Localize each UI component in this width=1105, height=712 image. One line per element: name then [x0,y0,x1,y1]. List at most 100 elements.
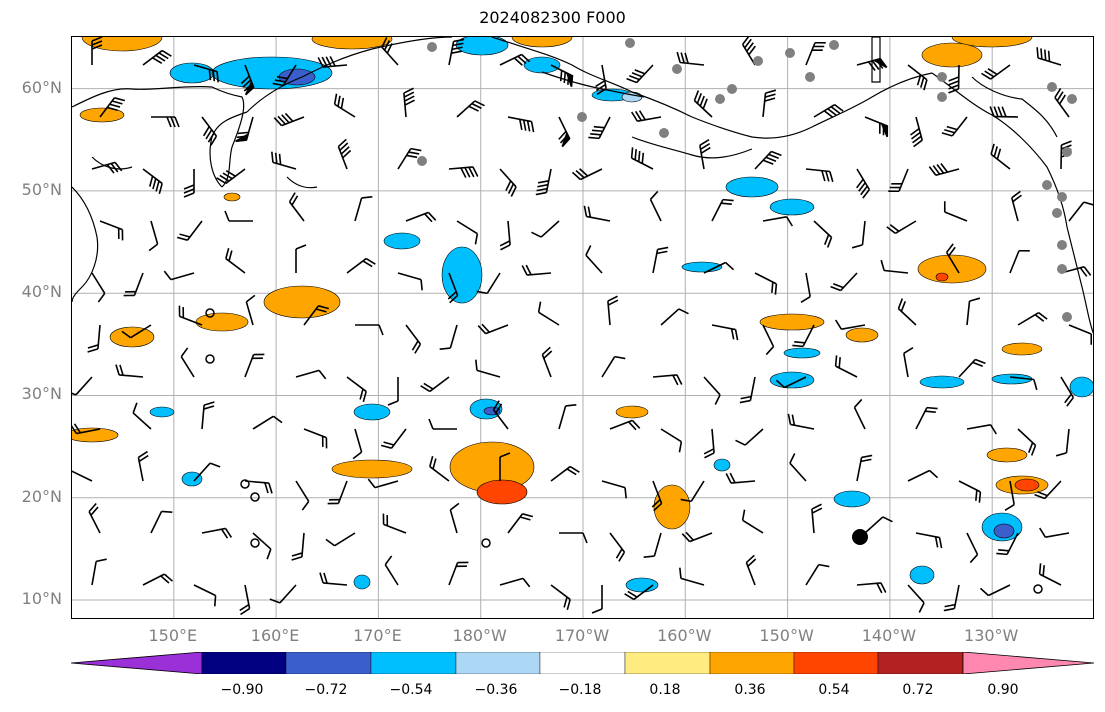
wind-barb [449,502,460,534]
colorbar-tick-label: 0.36 [734,682,766,698]
contour-area [919,375,965,389]
station-dot [417,156,427,166]
contour-area [476,479,528,505]
station-dot [427,42,437,52]
wind-barb [897,298,917,326]
coastline [286,176,318,189]
wind-barb [216,168,246,185]
contour-area [511,37,573,48]
wind-barb [739,376,756,404]
wind-barb [888,168,909,193]
wind-barb [643,532,662,558]
wind-barb [521,264,552,276]
wind-barb [1011,190,1022,222]
contour-area [331,459,413,479]
wind-barb [476,272,501,295]
wind-barb [499,452,511,481]
calm-circle [1033,584,1043,594]
wind-barb [699,139,711,170]
contour-area [769,198,815,216]
station-dot [577,112,587,122]
wind-barb [1068,324,1093,345]
wind-barb [295,369,327,380]
calm-circle [481,538,491,548]
wind-barb [624,584,654,601]
wind-barb [789,453,807,482]
coastline [541,71,645,98]
colorbar-tick-label: −0.54 [389,682,433,698]
station-dot [672,64,682,74]
wind-barb [448,38,465,66]
wind-barb [448,561,469,586]
wind-barb [958,480,982,503]
wind-barb [762,324,775,356]
colorbar-tick-label: 0.90 [987,682,1019,698]
wind-barb [1009,249,1030,274]
contour-shading [72,37,1093,593]
station-dot [937,72,947,82]
station-dot [1042,180,1052,190]
wind-barb [679,567,705,586]
wind-barb [163,270,195,281]
longitude-label: 170°E [353,626,402,645]
longitude-label: 160°E [250,626,300,645]
contour-area [223,192,241,202]
wind-barb [805,168,834,183]
wind-barb [979,584,1011,597]
wind-barb [405,324,422,354]
station-dot [1057,264,1067,274]
wind-barb [856,582,887,594]
wind-barb [499,577,531,588]
wind-barb [856,168,871,199]
wind-barb [448,166,479,178]
wind-barb [775,376,807,389]
contour-area [713,458,731,472]
wind-barb [915,532,943,549]
wind-barb [989,106,1019,118]
wind-barb [864,516,893,534]
wind-barb [830,272,858,292]
wind-barb [680,480,705,503]
wind-barb [352,428,363,460]
station-dot [1052,208,1062,218]
wind-barb [607,295,619,326]
wind-barb [787,413,815,430]
wind-barb [805,563,830,586]
wind-barb [456,100,485,118]
contour-area [909,565,935,585]
station-dot [785,48,795,58]
longitude-label: 150°E [148,626,198,645]
wind-barb [346,257,376,274]
contour-area [353,403,391,421]
wind-barb [725,472,756,484]
wind-barb [475,359,501,378]
wind-barb [631,110,662,122]
colorbar-extend-low [71,652,203,674]
wind-barb [907,584,925,613]
wind-barb [387,377,399,406]
wind-barb [703,261,735,274]
wind-barb [201,116,218,146]
wind-barb [381,37,399,66]
contour-area [1069,376,1093,398]
wind-barb [1036,47,1062,66]
wind-barb [132,402,152,430]
wind-barb [91,558,107,586]
wind-barb [477,323,509,335]
latitude-label: 10°N [21,589,62,609]
colorbar-extend-high [962,652,1094,674]
longitude-label: 170°W [554,626,610,645]
station-dot [1057,240,1067,250]
map-panel[interactable] [71,36,1094,619]
wind-barb [382,513,407,534]
wind-barb [711,324,739,341]
wind-barb [271,151,297,170]
contour-area [769,371,815,389]
wind-barb [507,116,535,133]
station-dot [1057,192,1067,202]
wind-barb [741,37,756,66]
wind-barb [711,198,734,222]
wind-barb [327,480,348,505]
wind-barb [558,404,577,430]
wind-barb [317,56,348,68]
